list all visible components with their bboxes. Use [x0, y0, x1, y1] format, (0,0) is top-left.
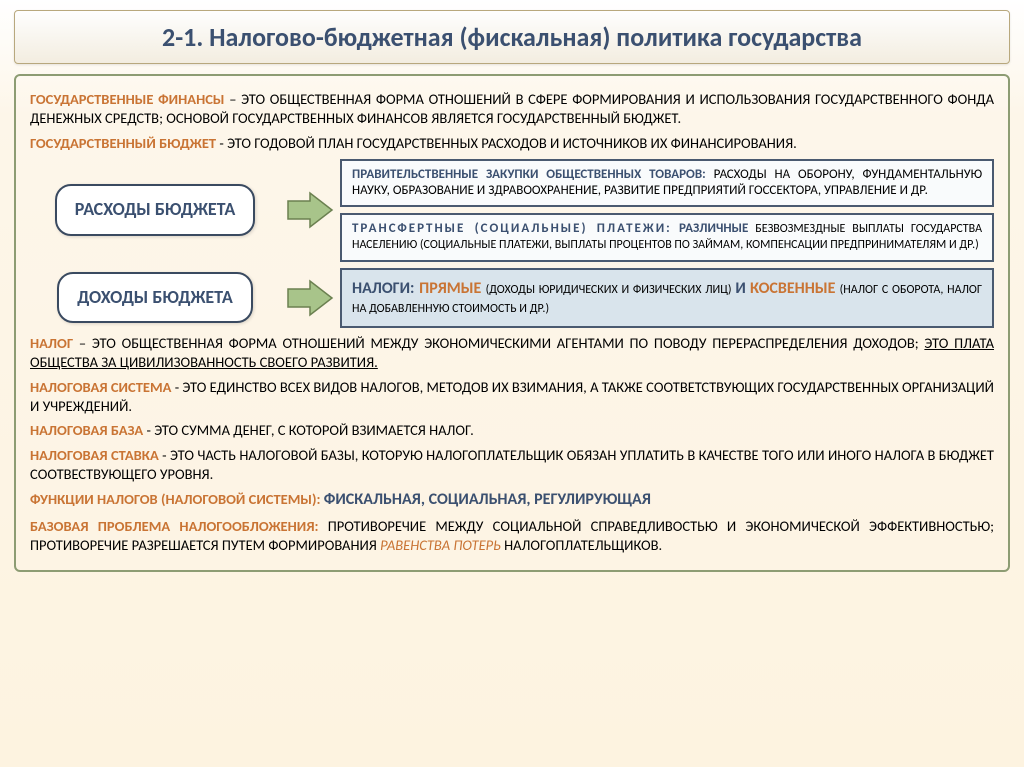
expenses-arrow-col: [280, 159, 340, 262]
arrow-right-icon: [286, 191, 334, 229]
para-finances: ГОСУДАРСТВЕННЫЕ ФИНАНСЫ – ЭТО ОБЩЕСТВЕНН…: [30, 90, 994, 128]
para-tax-problem: БАЗОВАЯ ПРОБЛЕМА НАЛОГООБЛОЖЕНИЯ: ПРОТИВ…: [30, 517, 994, 555]
inc-direct: ПРЯМЫЕ: [419, 279, 481, 298]
text-tax-rate: - ЭТО ЧАСТЬ НАЛОГОВОЙ БАЗЫ, КОТОРУЮ НАЛО…: [30, 446, 994, 483]
para-tax-base: НАЛОГОВАЯ БАЗА - ЭТО СУММА ДЕНЕГ, С КОТО…: [30, 421, 994, 440]
content-panel: ГОСУДАРСТВЕННЫЕ ФИНАНСЫ – ЭТО ОБЩЕСТВЕНН…: [14, 74, 1010, 572]
expenses-diagram: РАСХОДЫ БЮДЖЕТА ПРАВИТЕЛЬСТВЕННЫЕ ЗАКУПК…: [30, 159, 994, 262]
para-tax-rate: НАЛОГОВАЯ СТАВКА - ЭТО ЧАСТЬ НАЛОГОВОЙ Б…: [30, 446, 994, 484]
inc-direct-note: (ДОХОДЫ ЮРИДИЧЕСКИХ И ФИЗИЧЕСКИХ ЛИЦ): [486, 283, 736, 297]
term-budget: ГОСУДАРСТВЕННЫЙ БЮДЖЕТ: [30, 134, 216, 152]
inc-lead: НАЛОГИ:: [352, 279, 419, 298]
term-tax-system: НАЛОГОВАЯ СИСТЕМА: [30, 378, 171, 396]
text-budget: - ЭТО ГОДОВОЙ ПЛАН ГОСУДАРСТВЕННЫХ РАСХО…: [216, 134, 797, 152]
term-tax-functions: ФУНКЦИИ НАЛОГОВ (НАЛОГОВОЙ СИСТЕМЫ):: [30, 490, 324, 508]
income-left: ДОХОДЫ БЮДЖЕТА: [30, 268, 280, 328]
income-diagram: ДОХОДЫ БЮДЖЕТА НАЛОГИ: ПРЯМЫЕ (ДОХОДЫ ЮР…: [30, 268, 994, 328]
box2-lead2: РАЗЛИЧНЫЕ: [672, 221, 749, 236]
para-tax-functions: ФУНКЦИИ НАЛОГОВ (НАЛОГОВОЙ СИСТЕМЫ): ФИС…: [30, 490, 994, 511]
expenses-left: РАСХОДЫ БЮДЖЕТА: [30, 159, 280, 262]
inc-indirect: КОСВЕННЫЕ: [750, 279, 835, 298]
para-tax-system: НАЛОГОВАЯ СИСТЕМА - ЭТО ЕДИНСТВО ВСЕХ ВИ…: [30, 378, 994, 416]
term-tax: НАЛОГ: [30, 334, 73, 352]
expenses-box-2: ТРАНСФЕРТНЫЕ (СОЦИАЛЬНЫЕ) ПЛАТЕЖИ: РАЗЛИ…: [340, 213, 994, 262]
income-label: ДОХОДЫ БЮДЖЕТА: [57, 272, 253, 323]
term-tax-base: НАЛОГОВАЯ БАЗА: [30, 421, 143, 439]
slide-title: 2-1. Налогово-бюджетная (фискальная) пол…: [33, 21, 991, 53]
arrow-right-icon: [286, 279, 334, 317]
term-finances: ГОСУДАРСТВЕННЫЕ ФИНАНСЫ: [30, 90, 224, 108]
tax-text1: – ЭТО ОБЩЕСТВЕННАЯ ФОРМА ОТНОШЕНИЙ МЕЖДУ…: [73, 334, 924, 352]
title-bar: 2-1. Налогово-бюджетная (фискальная) пол…: [14, 10, 1010, 64]
expenses-right: ПРАВИТЕЛЬСТВЕННЫЕ ЗАКУПКИ ОБЩЕСТВЕННЫХ Т…: [340, 159, 994, 262]
income-right: НАЛОГИ: ПРЯМЫЕ (ДОХОДЫ ЮРИДИЧЕСКИХ И ФИЗ…: [340, 268, 994, 328]
term-tax-rate: НАЛОГОВАЯ СТАВКА: [30, 446, 159, 464]
text-tax-problem-italic: РАВЕНСТВА ПОТЕРЬ: [380, 536, 501, 554]
para-tax: НАЛОГ – ЭТО ОБЩЕСТВЕННАЯ ФОРМА ОТНОШЕНИЙ…: [30, 334, 994, 372]
box1-lead: ПРАВИТЕЛЬСТВЕННЫЕ ЗАКУПКИ ОБЩЕСТВЕННЫХ Т…: [352, 167, 706, 182]
term-tax-problem: БАЗОВАЯ ПРОБЛЕМА НАЛОГООБЛОЖЕНИЯ:: [30, 517, 319, 535]
para-budget: ГОСУДАРСТВЕННЫЙ БЮДЖЕТ - ЭТО ГОДОВОЙ ПЛА…: [30, 134, 994, 153]
text-tax-system: - ЭТО ЕДИНСТВО ВСЕХ ВИДОВ НАЛОГОВ, МЕТОД…: [30, 378, 994, 415]
expenses-box-1: ПРАВИТЕЛЬСТВЕННЫЕ ЗАКУПКИ ОБЩЕСТВЕННЫХ Т…: [340, 159, 994, 208]
slide-root: 2-1. Налогово-бюджетная (фискальная) пол…: [0, 0, 1024, 767]
text-tax-base: - ЭТО СУММА ДЕНЕГ, С КОТОРОЙ ВЗИМАЕТСЯ Н…: [143, 421, 474, 439]
text-tax-functions: ФИСКАЛЬНАЯ, СОЦИАЛЬНАЯ, РЕГУЛИРУЮЩАЯ: [324, 490, 651, 509]
income-box: НАЛОГИ: ПРЯМЫЕ (ДОХОДЫ ЮРИДИЧЕСКИХ И ФИЗ…: [340, 268, 994, 328]
expenses-label: РАСХОДЫ БЮДЖЕТА: [55, 184, 256, 235]
inc-and: И: [735, 279, 745, 298]
text-tax-problem2: НАЛОГОПЛАТЕЛЬЩИКОВ.: [501, 536, 662, 554]
box2-lead: ТРАНСФЕРТНЫЕ (СОЦИАЛЬНЫЕ) ПЛАТЕЖИ:: [352, 221, 672, 236]
income-arrow-col: [280, 268, 340, 328]
